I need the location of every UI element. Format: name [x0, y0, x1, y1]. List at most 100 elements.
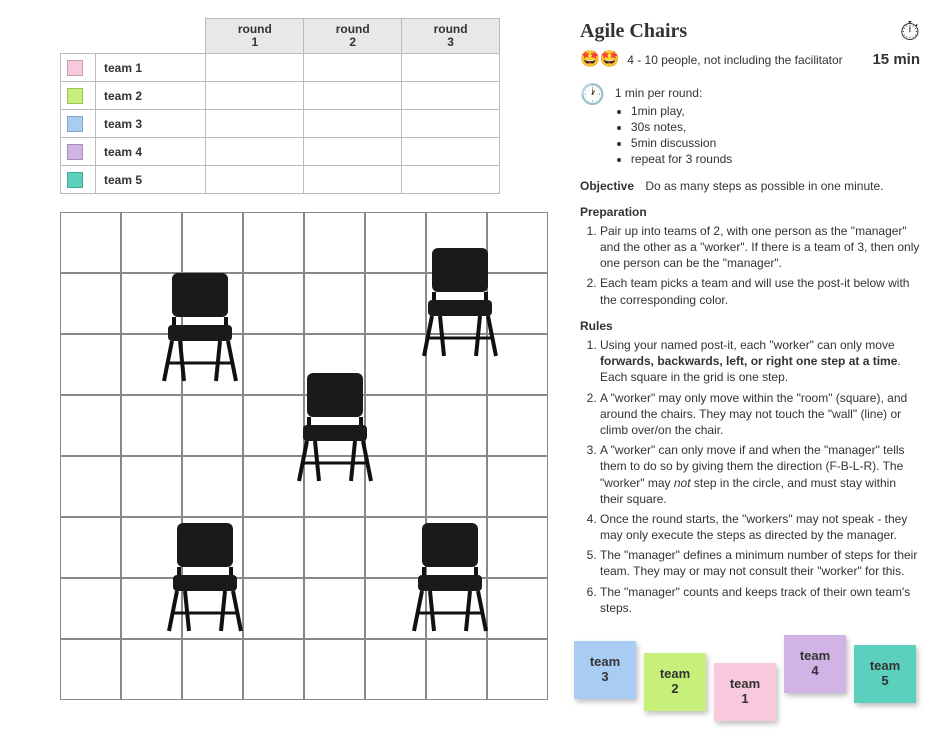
grid-cell[interactable] — [60, 273, 121, 334]
score-cell[interactable] — [206, 82, 304, 110]
grid-cell[interactable] — [365, 639, 426, 700]
grid-cell[interactable] — [121, 273, 182, 334]
postit[interactable]: team1 — [714, 663, 776, 721]
grid-cell[interactable] — [365, 395, 426, 456]
team-swatch — [67, 172, 83, 188]
grid-cell[interactable] — [243, 334, 304, 395]
grid-cell[interactable] — [487, 273, 548, 334]
score-cell[interactable] — [402, 110, 500, 138]
grid-cell[interactable] — [121, 578, 182, 639]
grid-cell[interactable] — [365, 273, 426, 334]
score-cell[interactable] — [304, 110, 402, 138]
grid-cell[interactable] — [182, 334, 243, 395]
grid-cell[interactable] — [182, 273, 243, 334]
rule-item: Using your named post-it, each "worker" … — [600, 337, 920, 386]
grid-cell[interactable] — [426, 334, 487, 395]
grid-cell[interactable] — [304, 395, 365, 456]
grid-cell[interactable] — [121, 212, 182, 273]
grid-cell[interactable] — [365, 212, 426, 273]
grid-cell[interactable] — [304, 456, 365, 517]
objective-label: Objective — [580, 178, 642, 194]
grid-cell[interactable] — [243, 456, 304, 517]
grid-cell[interactable] — [304, 212, 365, 273]
grid-cell[interactable] — [426, 517, 487, 578]
grid-cell[interactable] — [487, 578, 548, 639]
grid-cell[interactable] — [304, 334, 365, 395]
grid-cell[interactable] — [182, 578, 243, 639]
grid-cell[interactable] — [426, 578, 487, 639]
postit[interactable]: team3 — [574, 641, 636, 699]
duration: 15 min — [872, 50, 920, 70]
grid-cell[interactable] — [182, 517, 243, 578]
people-emoji: 🤩🤩 — [580, 51, 620, 68]
team-swatch — [67, 88, 83, 104]
postit[interactable]: team2 — [644, 653, 706, 711]
grid-cell[interactable] — [426, 212, 487, 273]
grid-cell[interactable] — [243, 639, 304, 700]
score-cell[interactable] — [402, 166, 500, 194]
grid-cell[interactable] — [243, 517, 304, 578]
grid-cell[interactable] — [426, 456, 487, 517]
grid-cell[interactable] — [487, 395, 548, 456]
grid-cell[interactable] — [60, 334, 121, 395]
grid-cell[interactable] — [182, 456, 243, 517]
score-cell[interactable] — [206, 166, 304, 194]
grid-cell[interactable] — [426, 639, 487, 700]
grid-cell[interactable] — [304, 517, 365, 578]
grid-cell[interactable] — [487, 517, 548, 578]
grid-cell[interactable] — [304, 273, 365, 334]
score-cell[interactable] — [206, 54, 304, 82]
score-cell[interactable] — [304, 54, 402, 82]
grid-cell[interactable] — [60, 456, 121, 517]
score-cell[interactable] — [304, 138, 402, 166]
grid-cell[interactable] — [243, 212, 304, 273]
score-cell[interactable] — [402, 138, 500, 166]
grid-cell[interactable] — [365, 517, 426, 578]
postit[interactable]: team4 — [784, 635, 846, 693]
grid-cell[interactable] — [487, 639, 548, 700]
game-grid[interactable] — [60, 212, 548, 700]
grid-cell[interactable] — [243, 395, 304, 456]
grid-cell[interactable] — [487, 212, 548, 273]
grid-cell[interactable] — [304, 578, 365, 639]
grid-cell[interactable] — [243, 273, 304, 334]
grid-cell[interactable] — [60, 578, 121, 639]
rule-item: The "manager" defines a minimum number o… — [600, 547, 920, 579]
grid-cell[interactable] — [487, 334, 548, 395]
score-cell[interactable] — [304, 82, 402, 110]
grid-cell[interactable] — [426, 395, 487, 456]
grid-cell[interactable] — [121, 456, 182, 517]
team-swatch-cell — [61, 110, 96, 138]
grid-cell[interactable] — [182, 639, 243, 700]
grid-cell[interactable] — [365, 334, 426, 395]
score-cell[interactable] — [206, 138, 304, 166]
grid-cell[interactable] — [121, 517, 182, 578]
team-swatch-cell — [61, 138, 96, 166]
score-cell[interactable] — [304, 166, 402, 194]
score-cell[interactable] — [402, 82, 500, 110]
grid-cell[interactable] — [182, 395, 243, 456]
score-cell[interactable] — [402, 54, 500, 82]
grid-cell[interactable] — [60, 212, 121, 273]
grid-cell[interactable] — [243, 578, 304, 639]
grid-cell[interactable] — [121, 639, 182, 700]
score-cell[interactable] — [206, 110, 304, 138]
grid-cell[interactable] — [487, 456, 548, 517]
score-table-corner — [61, 19, 206, 54]
grid-cell[interactable] — [365, 578, 426, 639]
objective-text: Do as many steps as possible in one minu… — [645, 179, 883, 193]
grid-cell[interactable] — [426, 273, 487, 334]
people-text: 4 - 10 people, not including the facilit… — [627, 53, 842, 67]
grid-cell[interactable] — [304, 639, 365, 700]
grid-cell[interactable] — [121, 334, 182, 395]
team-label: team 5 — [96, 166, 206, 194]
grid-cell[interactable] — [121, 395, 182, 456]
grid-cell[interactable] — [60, 639, 121, 700]
grid-cell[interactable] — [182, 212, 243, 273]
grid-cell[interactable] — [60, 395, 121, 456]
grid-cell[interactable] — [365, 456, 426, 517]
team-swatch-cell — [61, 166, 96, 194]
postit[interactable]: team5 — [854, 645, 916, 703]
grid-cell[interactable] — [60, 517, 121, 578]
objective: Objective Do as many steps as possible i… — [580, 178, 920, 194]
